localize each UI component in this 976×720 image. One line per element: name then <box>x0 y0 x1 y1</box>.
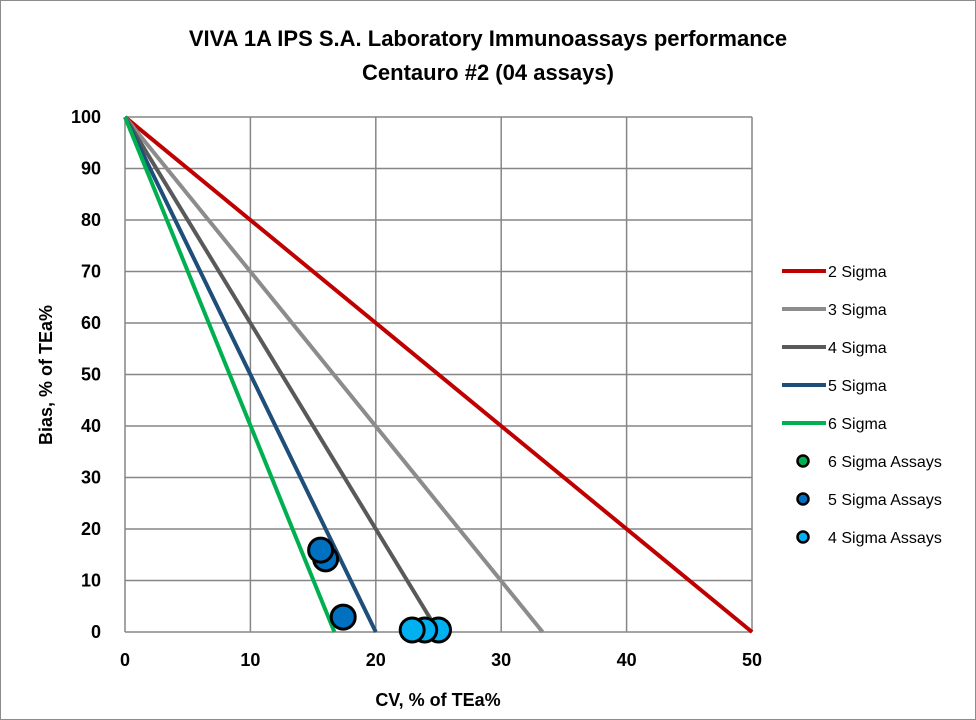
y-tick-label: 90 <box>81 159 101 179</box>
legend-marker <box>796 454 810 468</box>
y-tick-label: 60 <box>81 313 101 333</box>
sigma-line-4-sigma <box>123 115 441 634</box>
legend-label: 6 Sigma <box>828 416 887 433</box>
assay-point <box>329 603 357 631</box>
chart-title-line2: Centauro #2 (04 assays) <box>362 60 614 85</box>
x-tick-label: 0 <box>120 650 130 670</box>
sigma-line-6-sigma <box>123 116 337 633</box>
x-tick-label: 30 <box>491 650 511 670</box>
chart-title-line1: VIVA 1A IPS S.A. Laboratory Immunoassays… <box>189 26 787 51</box>
legend-marker <box>796 492 810 506</box>
legend-label: 6 Sigma Assays <box>828 454 942 471</box>
y-tick-label: 70 <box>81 262 101 282</box>
legend-label: 4 Sigma <box>828 340 887 357</box>
y-tick-label: 20 <box>81 519 101 539</box>
x-tick-label: 40 <box>617 650 637 670</box>
y-axis-label: Bias, % of TEa% <box>36 305 56 445</box>
sigma-line-2-sigma <box>123 115 754 634</box>
legend-marker <box>796 530 810 544</box>
legend-label: 5 Sigma Assays <box>828 492 942 509</box>
y-tick-label: 80 <box>81 210 101 230</box>
assay-point <box>307 536 335 564</box>
y-tick-label: 50 <box>81 365 101 385</box>
x-tick-label: 10 <box>240 650 260 670</box>
assay-point <box>398 616 426 644</box>
y-tick-label: 30 <box>81 468 101 488</box>
sigma-line-3-sigma <box>123 115 545 634</box>
y-tick-label: 100 <box>71 107 101 127</box>
x-axis-label: CV, % of TEa% <box>375 690 500 710</box>
legend-label: 4 Sigma Assays <box>828 530 942 547</box>
sigma-line-5-sigma <box>123 116 378 633</box>
legend-label: 5 Sigma <box>828 378 887 395</box>
y-tick-label: 10 <box>81 571 101 591</box>
legend-label: 2 Sigma <box>828 264 887 281</box>
x-tick-label: 50 <box>742 650 762 670</box>
legend-label: 3 Sigma <box>828 302 887 319</box>
y-tick-label: 0 <box>91 622 101 642</box>
x-tick-label: 20 <box>366 650 386 670</box>
y-tick-label: 40 <box>81 416 101 436</box>
